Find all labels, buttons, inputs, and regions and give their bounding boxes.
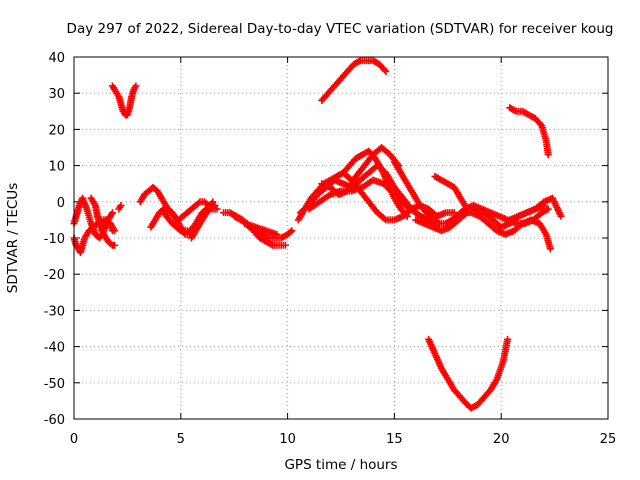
data-point [544,205,552,213]
y-tick-labels: -60 -50 -40 -30 -20 -10 0 10 20 30 40 [44,51,65,428]
y-tick-label: 20 [48,123,65,138]
data-point [432,211,440,219]
data-point [195,199,203,207]
y-tick-label: -30 [44,304,65,319]
series-arc-e [115,201,125,213]
data-point [175,226,183,234]
data-point [213,205,221,213]
data-point [537,120,545,128]
data-point [209,198,217,206]
series-arc-d [98,216,116,235]
x-tick-label: 0 [70,432,78,447]
y-tick-label: -20 [44,268,65,283]
data-point [433,212,441,220]
data-point [273,230,281,238]
data-point [108,209,116,217]
data-point [132,82,140,90]
x-tick-label: 15 [386,432,403,447]
x-tick-label: 25 [600,432,617,447]
y-tick-label: -40 [44,341,65,356]
x-tick-label: 5 [177,432,185,447]
x-tick-label: 10 [279,432,296,447]
data-point [546,245,554,253]
series-arc-w [459,209,554,253]
data-marks [70,57,565,412]
series-arc-j [187,198,217,242]
y-tick-label: -60 [44,413,65,428]
plot-frame [73,56,609,420]
data-point [111,241,119,249]
y-axis-label: SDTVAR / TECUs [5,183,21,293]
data-point [288,227,296,235]
data-point [108,227,116,235]
data-point [281,241,289,249]
data-point [381,66,389,74]
y-tick-label: 0 [57,196,65,211]
series-arc-m [241,220,281,238]
y-tick-label: 30 [48,87,65,102]
data-point [557,212,565,220]
y-tick-label: -50 [44,377,65,392]
series-arc-x [506,194,565,224]
y-tick-label: 40 [48,51,65,66]
x-tick-label: 20 [493,432,510,447]
x-tick-labels: 0 5 10 15 20 25 [70,432,616,447]
series-arc-z [506,104,552,159]
data-point [286,228,294,236]
x-axis-label: GPS time / hours [284,457,397,473]
series-arc-c [87,194,119,249]
axis-ticks [73,56,609,420]
y-tick-label: -10 [44,232,65,247]
data-point [382,67,390,75]
data-point [380,215,388,223]
series-arc-f [108,82,140,119]
grid-lines [74,57,608,419]
data-point [504,335,512,343]
data-point [544,151,552,159]
y-tick-label: 10 [48,160,65,175]
series-arc-y [318,57,390,104]
data-point [117,201,125,209]
series-arc-v2 [425,335,512,412]
chart-title: Day 297 of 2022, Sidereal Day-to-day VTE… [67,21,614,37]
